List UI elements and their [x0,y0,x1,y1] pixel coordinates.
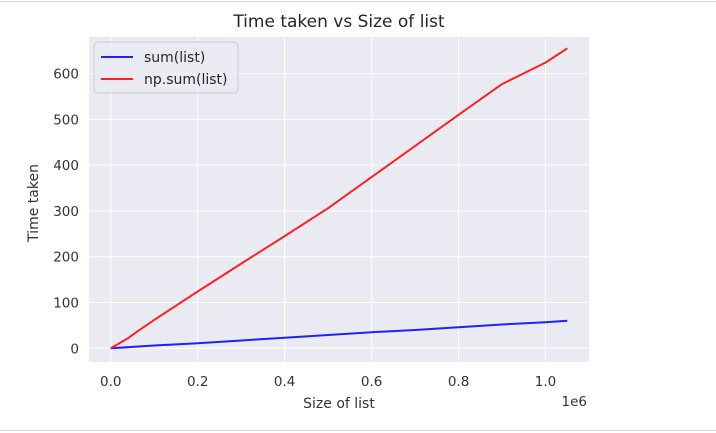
x-axis-ticks: 0.0 0.2 0.4 0.6 0.8 1.0 [100,374,556,390]
y-axis-ticks: 0 100 200 300 400 500 600 [53,67,79,358]
x-tick-label: 0.8 [448,374,469,390]
chart-title: Time taken vs Size of list [232,12,445,32]
legend-label-npsum: np.sum(list) [144,72,228,88]
x-tick-label: 0.2 [187,374,208,390]
y-tick-label: 100 [53,295,79,311]
y-tick-label: 300 [53,204,79,220]
x-tick-label: 1.0 [535,374,556,390]
x-tick-label: 0.6 [361,374,382,390]
y-axis-label: Time taken [26,164,42,243]
y-tick-label: 0 [70,341,79,357]
legend-label-sum: sum(list) [144,50,205,66]
x-axis-offset-label: 1e6 [562,394,587,410]
legend: sum(list) np.sum(list) [94,42,238,93]
x-tick-label: 0.4 [274,374,295,390]
y-tick-label: 200 [53,250,79,266]
x-tick-label: 0.0 [100,374,121,390]
y-tick-label: 400 [53,158,79,174]
y-tick-label: 600 [53,67,79,83]
y-tick-label: 500 [53,112,79,128]
x-axis-label: Size of list [303,396,375,412]
